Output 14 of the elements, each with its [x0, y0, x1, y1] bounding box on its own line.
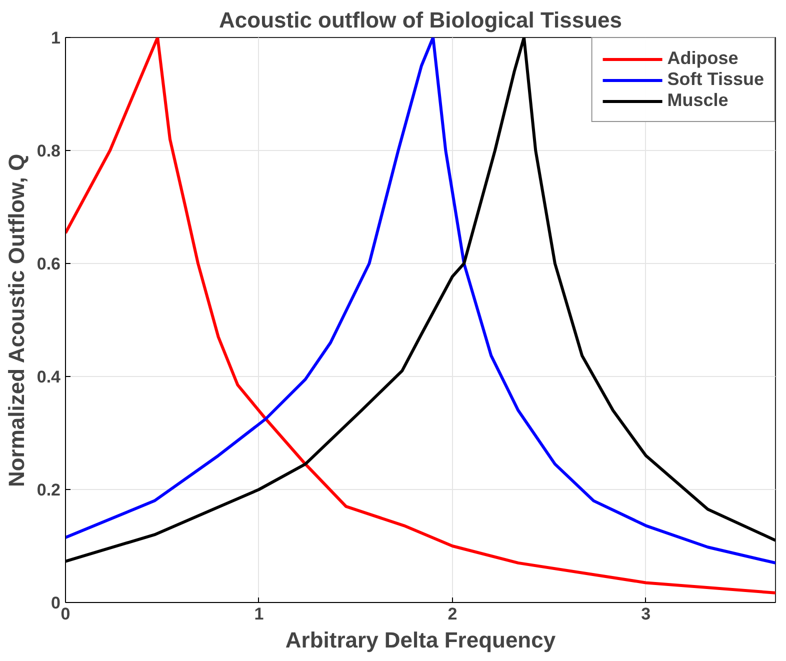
legend-label: Soft Tissue: [667, 69, 764, 90]
legend-label: Muscle: [667, 90, 728, 111]
y-tick-label: 0.4: [36, 368, 62, 386]
x-tick-label: 1: [254, 604, 264, 624]
chart-title: Acoustic outflow of Biological Tissues: [219, 8, 622, 32]
x-tick-label: 2: [448, 604, 458, 624]
legend-label: Adipose: [667, 48, 738, 69]
x-tick-label: 3: [641, 604, 651, 624]
y-axis-title: Normalized Acoustic Outflow, Q: [4, 154, 29, 488]
x-axis-title: Arbitrary Delta Frequency: [285, 628, 556, 652]
y-tick-label: 0.2: [36, 480, 61, 500]
y-tick-label: 0.6: [36, 254, 61, 274]
y-tick-label: 0.8: [36, 142, 61, 160]
y-tick-label: 1: [51, 28, 61, 48]
